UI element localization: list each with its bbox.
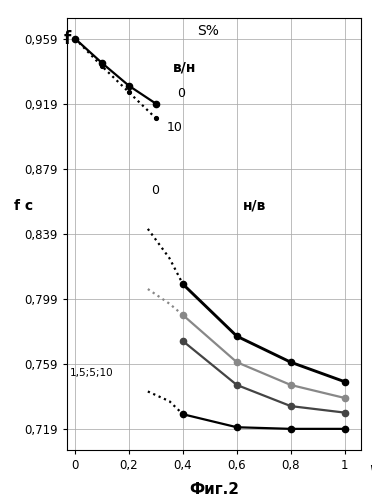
Text: S%: S% bbox=[197, 24, 219, 38]
Text: 10: 10 bbox=[167, 122, 183, 134]
Text: н/в: н/в bbox=[243, 198, 267, 212]
Text: v w: v w bbox=[370, 462, 372, 476]
Text: f c: f c bbox=[14, 198, 33, 212]
Text: 0: 0 bbox=[151, 184, 159, 197]
Text: f: f bbox=[64, 30, 71, 48]
Text: Фиг.2: Фиг.2 bbox=[189, 482, 239, 498]
Text: в/н: в/н bbox=[173, 60, 196, 74]
Text: 1,5;5;10: 1,5;5;10 bbox=[70, 368, 113, 378]
Text: 0: 0 bbox=[177, 86, 185, 100]
